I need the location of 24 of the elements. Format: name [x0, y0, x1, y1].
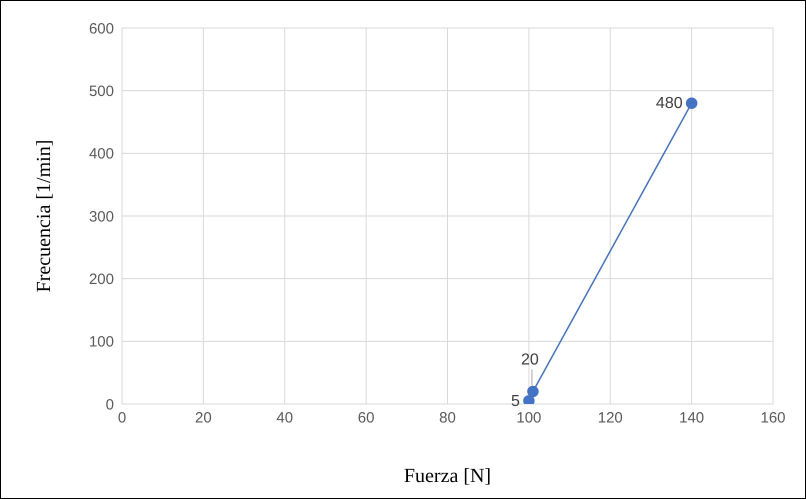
y-tick-label: 200 [88, 270, 114, 288]
data-label: 5 [510, 392, 520, 410]
point [523, 395, 535, 404]
x-tick-label: 60 [358, 410, 374, 427]
x-tick-label: 80 [439, 410, 456, 427]
x-tick-label: 0 [118, 410, 126, 427]
x-tick-label: 100 [516, 410, 542, 427]
y-tick-label: 0 [106, 396, 114, 414]
x-tick-label: 160 [760, 410, 786, 427]
y-axis-title: Frecuencia [1/min] [33, 140, 56, 292]
point [686, 97, 698, 109]
x-tick-label: 40 [276, 410, 294, 427]
y-tick-label: 400 [88, 146, 114, 163]
point [527, 386, 539, 398]
x-axis-title: Fuerza [N] [404, 465, 492, 487]
y-tick-label: 300 [88, 208, 114, 226]
x-tick-label: 120 [598, 410, 623, 427]
y-tick-label: 500 [88, 82, 114, 100]
data-label: 20 [521, 351, 539, 368]
y-tick-label: 100 [88, 334, 114, 351]
x-tick-label: 20 [195, 410, 212, 427]
x-tick-label: 140 [679, 410, 704, 427]
data-label: 480 [656, 95, 683, 112]
y-tick-label: 600 [88, 20, 114, 38]
